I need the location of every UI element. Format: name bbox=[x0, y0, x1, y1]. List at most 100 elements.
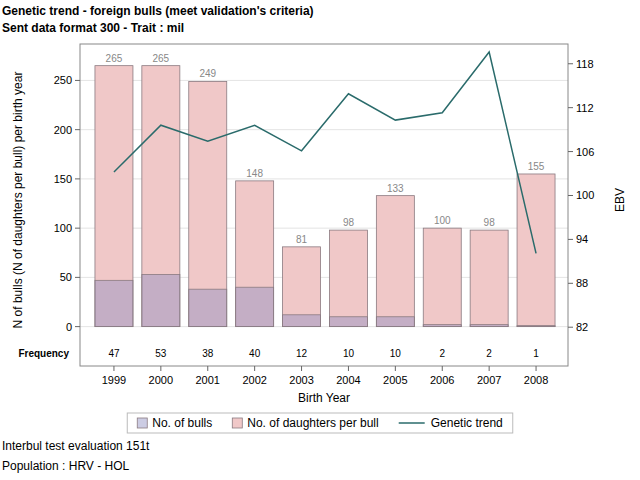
data-label: 98 bbox=[484, 217, 496, 228]
y-tick bbox=[75, 277, 80, 278]
marks bbox=[95, 52, 555, 327]
frequency-label: 40 bbox=[249, 348, 261, 359]
y2-tick-label: 94 bbox=[576, 233, 588, 245]
data-label: 265 bbox=[106, 53, 123, 64]
legend-label: No. of bulls bbox=[152, 416, 212, 430]
y2-tick bbox=[568, 327, 573, 328]
frequency-label: 2 bbox=[439, 348, 445, 359]
data-label: 98 bbox=[343, 217, 355, 228]
x-tick bbox=[254, 366, 255, 371]
x-tick bbox=[160, 366, 161, 371]
footer-text: Population : HRV - HOL bbox=[2, 459, 129, 473]
x-tick-label: 2000 bbox=[149, 374, 173, 386]
y-tick-label: 0 bbox=[66, 321, 72, 333]
y2-tick-label: 106 bbox=[576, 146, 594, 158]
frequency-label: 12 bbox=[296, 348, 308, 359]
data-label: 133 bbox=[387, 183, 404, 194]
x-tick bbox=[113, 366, 114, 371]
x-tick-label: 2007 bbox=[477, 374, 501, 386]
y2-tick bbox=[568, 239, 573, 240]
bar bbox=[423, 325, 461, 327]
x-tick-label: 1999 bbox=[102, 374, 126, 386]
legend-swatch bbox=[137, 418, 147, 428]
bar bbox=[283, 315, 321, 327]
y-tick bbox=[75, 228, 80, 229]
y-tick bbox=[75, 80, 80, 81]
bar bbox=[189, 81, 227, 326]
data-label: 148 bbox=[246, 168, 263, 179]
data-label: 265 bbox=[153, 53, 170, 64]
y-tick bbox=[75, 326, 80, 327]
y-tick-label: 100 bbox=[54, 222, 72, 234]
y2-tick-label: 100 bbox=[576, 189, 594, 201]
bar bbox=[95, 66, 133, 327]
y-tick bbox=[75, 129, 80, 130]
bar bbox=[423, 228, 461, 326]
y-tick-label: 250 bbox=[54, 74, 72, 86]
x-tick-label: 2002 bbox=[242, 374, 266, 386]
frequency-label: 10 bbox=[343, 348, 355, 359]
data-label: 100 bbox=[434, 215, 451, 226]
y2-tick bbox=[568, 283, 573, 284]
x-tick-label: 2006 bbox=[430, 374, 454, 386]
title: Genetic trend - foreign bulls (meet vali… bbox=[2, 4, 314, 18]
bar bbox=[236, 181, 274, 327]
plot-frame bbox=[80, 44, 568, 366]
y-tick-label: 50 bbox=[60, 271, 72, 283]
x-tick bbox=[301, 366, 302, 371]
frequency-label: 10 bbox=[390, 348, 402, 359]
y-tick-label: 150 bbox=[54, 173, 72, 185]
y2-axis-label: EBV bbox=[613, 188, 627, 212]
frequency-label: 38 bbox=[202, 348, 214, 359]
y2-tick-label: 118 bbox=[576, 58, 594, 70]
x-tick-label: 2001 bbox=[196, 374, 220, 386]
bar bbox=[189, 289, 227, 326]
bar bbox=[470, 230, 508, 327]
bar bbox=[142, 274, 180, 326]
bar bbox=[283, 247, 321, 327]
bar bbox=[329, 230, 367, 327]
x-tick bbox=[207, 366, 208, 371]
x-tick-label: 2008 bbox=[524, 374, 548, 386]
trend-line bbox=[114, 52, 536, 253]
y-tick-label: 200 bbox=[54, 124, 72, 136]
bar bbox=[376, 196, 414, 327]
x-tick bbox=[348, 366, 349, 371]
frequency-label: 1 bbox=[533, 348, 539, 359]
y2-tick-label: 82 bbox=[576, 321, 588, 333]
data-label: 249 bbox=[199, 68, 216, 79]
legend-box bbox=[127, 413, 513, 433]
data-label: 155 bbox=[528, 161, 545, 172]
bar bbox=[517, 325, 555, 327]
y2-tick-label: 112 bbox=[576, 102, 594, 114]
y2-tick-label: 88 bbox=[576, 277, 588, 289]
footer-text: Interbul test evaluation 151t bbox=[2, 439, 150, 453]
bar bbox=[470, 325, 508, 327]
x-tick-label: 2004 bbox=[336, 374, 360, 386]
x-tick bbox=[395, 366, 396, 371]
bar bbox=[95, 280, 133, 326]
y2-tick bbox=[568, 195, 573, 196]
x-tick bbox=[442, 366, 443, 371]
x-tick bbox=[536, 366, 537, 371]
chart: Genetic trend - foreign bulls (meet vali… bbox=[0, 0, 640, 480]
x-axis-label: Birth Year bbox=[298, 391, 350, 405]
frequency-label: 47 bbox=[108, 348, 120, 359]
bar bbox=[376, 317, 414, 327]
legend-label: Genetic trend bbox=[431, 416, 503, 430]
legend-swatch bbox=[399, 422, 425, 424]
x-tick-label: 2003 bbox=[289, 374, 313, 386]
frequency-label: 2 bbox=[486, 348, 492, 359]
frequency-title: Frequency bbox=[18, 348, 69, 359]
y2-tick bbox=[568, 63, 573, 64]
x-tick bbox=[489, 366, 490, 371]
data-label: 81 bbox=[296, 234, 308, 245]
y-tick bbox=[75, 178, 80, 179]
bar bbox=[236, 287, 274, 326]
frequency-label: 53 bbox=[155, 348, 167, 359]
legend: No. of bullsNo. of daughters per bullGen… bbox=[127, 413, 513, 433]
legend-swatch bbox=[232, 418, 242, 428]
bar bbox=[142, 66, 180, 327]
y2-tick bbox=[568, 151, 573, 152]
y2-tick bbox=[568, 107, 573, 108]
